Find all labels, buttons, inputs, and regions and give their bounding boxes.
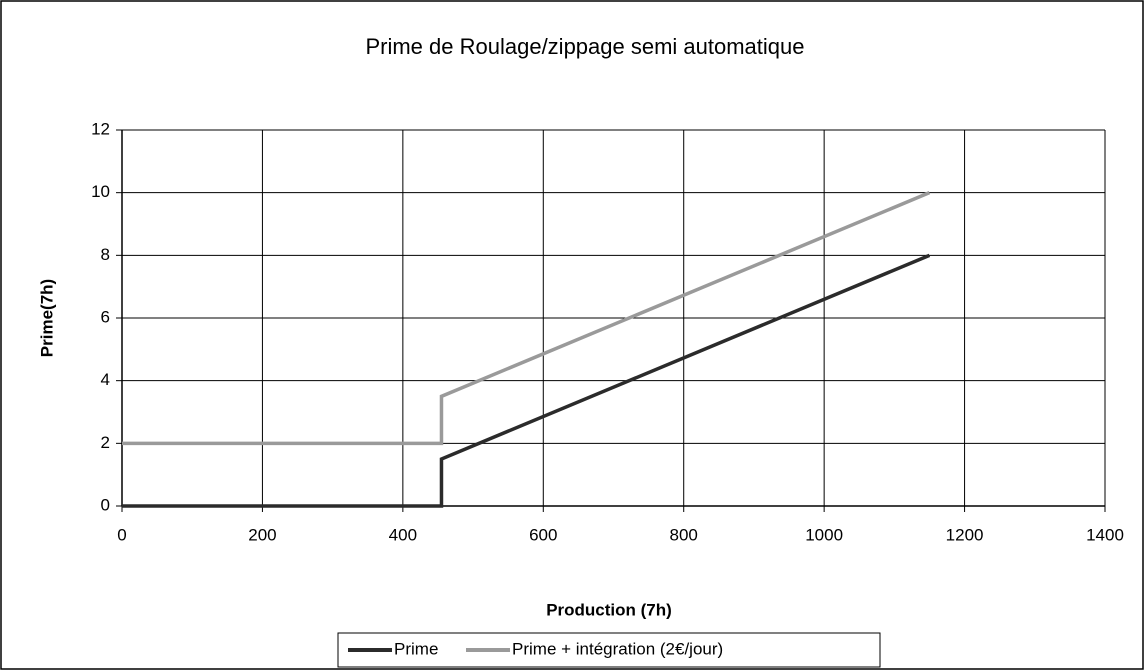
x-tick-label: 800 [670, 525, 698, 544]
x-tick-label: 1200 [946, 525, 984, 544]
y-tick-label: 10 [91, 182, 110, 201]
y-tick-label: 8 [101, 245, 110, 264]
x-axis-title: Production (7h) [546, 600, 672, 619]
y-tick-label: 6 [101, 307, 110, 326]
chart-title: Prime de Roulage/zippage semi automatiqu… [365, 34, 804, 59]
legend-label: Prime + intégration (2€/jour) [512, 639, 723, 658]
x-tick-label: 1000 [805, 525, 843, 544]
x-tick-label: 1400 [1086, 525, 1124, 544]
x-tick-label: 400 [389, 525, 417, 544]
data-line [122, 253, 931, 508]
y-tick-label: 4 [101, 370, 110, 389]
legend-box [337, 632, 881, 668]
legend-label: Prime [394, 639, 438, 658]
y-axis-title: Prime(7h) [37, 279, 56, 357]
x-tick-label: 600 [529, 525, 557, 544]
y-tick-label: 0 [101, 495, 110, 514]
x-tick-label: 200 [248, 525, 276, 544]
y-tick-label: 2 [101, 433, 110, 452]
y-tick-label: 12 [91, 119, 110, 138]
x-tick-label: 0 [117, 525, 126, 544]
data-line [122, 191, 931, 446]
